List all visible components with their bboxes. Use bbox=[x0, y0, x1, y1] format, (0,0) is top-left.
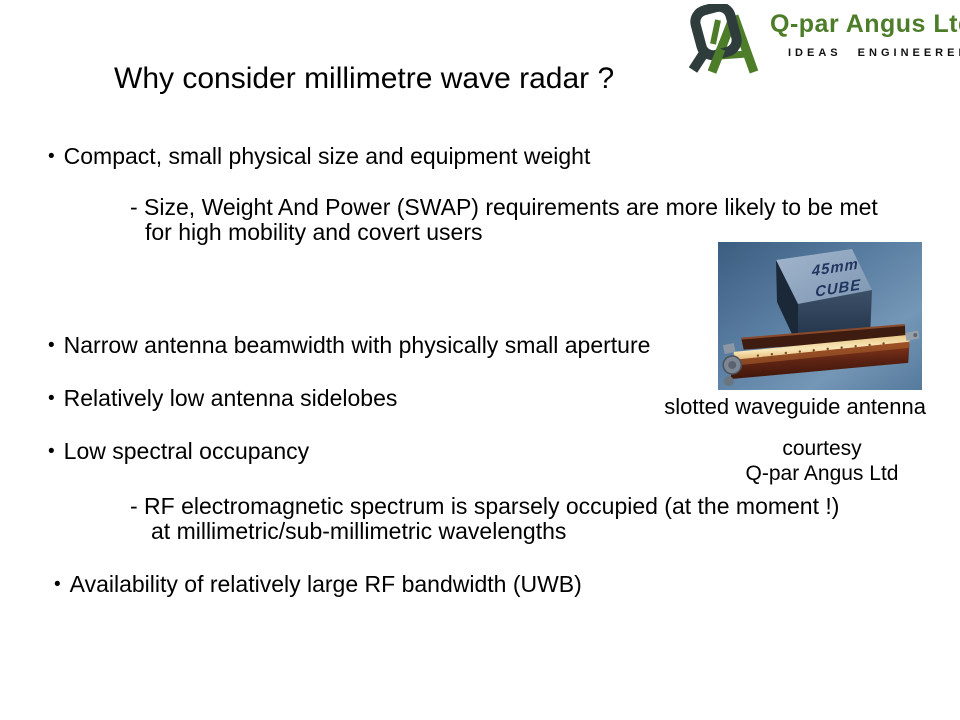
sub-bullet-line: for high mobility and covert users bbox=[145, 219, 483, 245]
antenna-photo: 45mm CUBE bbox=[718, 242, 922, 390]
bullet-text: Relatively low antenna sidelobes bbox=[63, 385, 398, 411]
bullet-narrow-beamwidth: • Narrow antenna beamwidth with physical… bbox=[48, 333, 650, 358]
logo-company-name: Q-par Angus Ltd bbox=[770, 10, 960, 38]
bullet-marker: • bbox=[48, 388, 55, 409]
sub-bullet-line: - RF electromagnetic spectrum is sparsel… bbox=[130, 493, 840, 519]
bullet-marker: • bbox=[48, 146, 55, 167]
bullet-text: Compact, small physical size and equipme… bbox=[63, 143, 591, 169]
photo-caption: slotted waveguide antenna bbox=[664, 394, 926, 419]
sub-bullet-swap: - Size, Weight And Power (SWAP) requirem… bbox=[130, 195, 878, 245]
waveguide-connector-right bbox=[905, 330, 920, 341]
bullet-rf-bandwidth: • Availability of relatively large RF ba… bbox=[54, 572, 582, 597]
photo-credit-line: Q-par Angus Ltd bbox=[745, 462, 899, 485]
bullet-text: Availability of relatively large RF band… bbox=[69, 571, 582, 597]
bullet-marker: • bbox=[48, 335, 55, 356]
slotted-waveguide bbox=[722, 323, 920, 387]
sub-bullet-line: - Size, Weight And Power (SWAP) requirem… bbox=[130, 194, 878, 220]
bullet-low-sidelobes: • Relatively low antenna sidelobes bbox=[48, 386, 397, 411]
logo-tagline: IDEAS ENGINEERED bbox=[788, 47, 960, 59]
qpar-logo: Q-par Angus Ltd IDEAS ENGINEERED bbox=[684, 2, 960, 74]
bullet-marker: • bbox=[54, 574, 61, 595]
bullet-text: Narrow antenna beamwidth with physically… bbox=[63, 332, 651, 358]
qpar-logo-icon bbox=[688, 4, 759, 74]
photo-credit: courtesy Q-par Angus Ltd bbox=[726, 436, 918, 486]
sub-bullet-rf-spectrum: - RF electromagnetic spectrum is sparsel… bbox=[130, 494, 839, 544]
bullet-text: Low spectral occupancy bbox=[63, 438, 310, 464]
photo-credit-line: courtesy bbox=[782, 437, 862, 460]
bullet-low-spectral: • Low spectral occupancy bbox=[48, 439, 309, 464]
slide-title: Why consider millimetre wave radar ? bbox=[114, 62, 615, 95]
sub-bullet-line: at millimetric/sub-millimetric wavelengt… bbox=[151, 518, 567, 544]
bullet-marker: • bbox=[48, 441, 55, 462]
bullet-compact: • Compact, small physical size and equip… bbox=[48, 144, 590, 169]
waveguide-connector-left bbox=[722, 342, 742, 387]
